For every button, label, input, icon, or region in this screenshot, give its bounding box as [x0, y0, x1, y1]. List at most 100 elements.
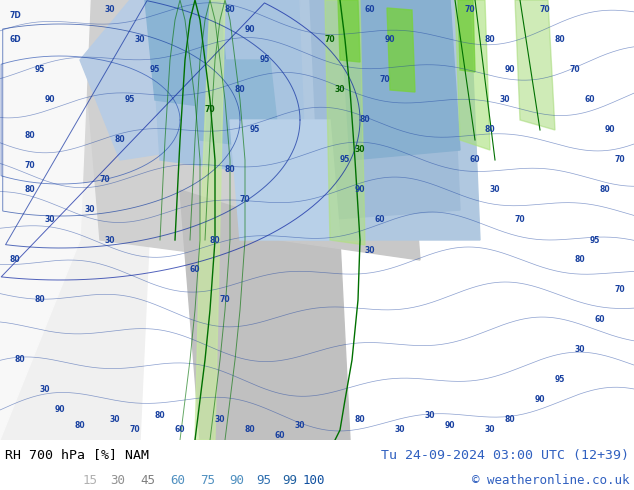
Text: 15: 15 — [82, 473, 98, 487]
Text: 95: 95 — [150, 66, 160, 74]
Text: 95: 95 — [260, 55, 270, 65]
Text: 70: 70 — [205, 105, 216, 115]
Text: 80: 80 — [484, 125, 495, 134]
Text: 95: 95 — [340, 155, 350, 165]
Text: 90: 90 — [355, 186, 365, 195]
Text: 80: 80 — [245, 425, 256, 435]
Polygon shape — [260, 0, 420, 260]
Text: 30: 30 — [215, 416, 225, 424]
Text: 80: 80 — [115, 136, 126, 145]
Text: 60: 60 — [585, 96, 595, 104]
Polygon shape — [300, 0, 480, 240]
Polygon shape — [145, 0, 230, 110]
Polygon shape — [180, 190, 350, 440]
Text: 45: 45 — [141, 473, 155, 487]
Text: 30: 30 — [575, 345, 585, 354]
Text: 30: 30 — [489, 186, 500, 195]
Polygon shape — [80, 0, 260, 160]
Text: 70: 70 — [25, 161, 36, 170]
Text: 30: 30 — [45, 216, 55, 224]
Polygon shape — [80, 0, 250, 260]
Text: 70: 70 — [540, 5, 550, 15]
Text: © weatheronline.co.uk: © weatheronline.co.uk — [472, 473, 629, 487]
Text: 80: 80 — [10, 255, 20, 265]
Polygon shape — [195, 0, 225, 440]
Text: 30: 30 — [425, 411, 436, 419]
Text: 80: 80 — [15, 356, 25, 365]
Text: 95: 95 — [35, 66, 45, 74]
Polygon shape — [338, 0, 360, 62]
Text: 90: 90 — [605, 125, 615, 134]
Text: 30: 30 — [500, 96, 510, 104]
Text: 75: 75 — [200, 473, 216, 487]
Text: 80: 80 — [155, 411, 165, 419]
Polygon shape — [325, 0, 365, 245]
Text: 70: 70 — [325, 35, 335, 45]
Polygon shape — [150, 0, 310, 180]
Text: 90: 90 — [385, 35, 395, 45]
Text: 70: 70 — [570, 66, 580, 74]
Text: 80: 80 — [484, 35, 495, 45]
Text: 95: 95 — [555, 375, 565, 385]
Text: 7D: 7D — [9, 10, 21, 20]
Text: 80: 80 — [224, 5, 235, 15]
Text: 90: 90 — [245, 25, 256, 34]
Text: 30: 30 — [105, 236, 115, 245]
Text: 95: 95 — [125, 96, 135, 104]
Text: 90: 90 — [45, 96, 55, 104]
Text: 80: 80 — [75, 420, 86, 430]
Text: 80: 80 — [574, 255, 585, 265]
Text: 60: 60 — [365, 5, 375, 15]
Text: 70: 70 — [515, 216, 526, 224]
Text: 80: 80 — [359, 116, 370, 124]
Polygon shape — [515, 0, 555, 130]
Text: 95: 95 — [590, 236, 600, 245]
Text: 80: 80 — [25, 130, 36, 140]
Text: 60: 60 — [171, 473, 186, 487]
Polygon shape — [0, 0, 300, 190]
Text: 60: 60 — [470, 155, 480, 165]
Text: 80: 80 — [224, 166, 235, 174]
Polygon shape — [458, 0, 475, 72]
Text: 80: 80 — [505, 416, 515, 424]
Text: Tu 24-09-2024 03:00 UTC (12+39): Tu 24-09-2024 03:00 UTC (12+39) — [381, 448, 629, 462]
Text: 100: 100 — [303, 473, 325, 487]
Text: 90: 90 — [230, 473, 245, 487]
Text: 30: 30 — [105, 5, 115, 15]
Text: 30: 30 — [295, 420, 305, 430]
Polygon shape — [230, 120, 340, 240]
Text: 70: 70 — [615, 286, 625, 294]
Text: 80: 80 — [600, 186, 611, 195]
Text: 30: 30 — [365, 245, 375, 254]
Polygon shape — [0, 0, 160, 440]
Text: 60: 60 — [595, 316, 605, 324]
Text: 95: 95 — [257, 473, 271, 487]
Polygon shape — [310, 0, 460, 220]
Polygon shape — [0, 0, 90, 440]
Text: 60: 60 — [275, 431, 285, 440]
Text: 70: 70 — [240, 196, 250, 204]
Polygon shape — [387, 8, 415, 92]
Text: 30: 30 — [485, 425, 495, 435]
Text: 80: 80 — [25, 186, 36, 195]
Text: 80: 80 — [35, 295, 45, 304]
Text: 70: 70 — [380, 75, 391, 84]
Text: 70: 70 — [100, 175, 110, 185]
Text: 80: 80 — [354, 416, 365, 424]
Text: 30: 30 — [395, 425, 405, 435]
Text: RH 700 hPa [%] NAM: RH 700 hPa [%] NAM — [5, 448, 149, 462]
Polygon shape — [190, 60, 280, 150]
Text: 99: 99 — [283, 473, 297, 487]
Text: 80: 80 — [210, 236, 220, 245]
Text: 70: 70 — [465, 5, 476, 15]
Text: 30: 30 — [85, 205, 95, 215]
Text: 70: 70 — [615, 155, 625, 165]
Text: 30: 30 — [110, 416, 120, 424]
Polygon shape — [340, 0, 460, 160]
Text: 30: 30 — [40, 386, 50, 394]
Text: 80: 80 — [235, 85, 245, 95]
Polygon shape — [455, 0, 490, 150]
Text: 90: 90 — [505, 66, 515, 74]
Text: 70: 70 — [220, 295, 230, 304]
Text: 30: 30 — [110, 473, 126, 487]
